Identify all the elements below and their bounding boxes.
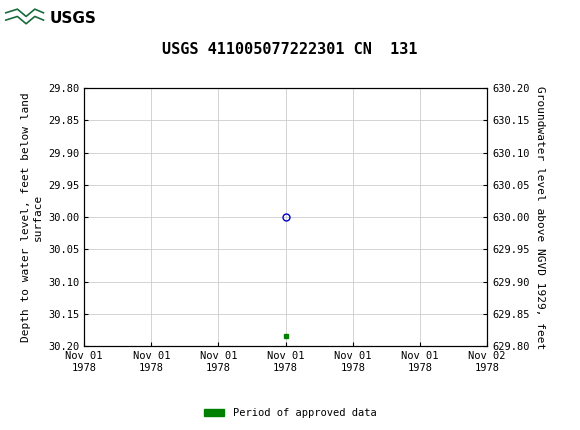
Legend: Period of approved data: Period of approved data [200, 404, 380, 423]
Y-axis label: Depth to water level, feet below land
surface: Depth to water level, feet below land su… [21, 92, 42, 342]
Y-axis label: Groundwater level above NGVD 1929, feet: Groundwater level above NGVD 1929, feet [535, 86, 545, 349]
Text: USGS: USGS [49, 11, 96, 26]
FancyBboxPatch shape [3, 3, 130, 33]
Text: USGS 411005077222301 CN  131: USGS 411005077222301 CN 131 [162, 42, 418, 57]
